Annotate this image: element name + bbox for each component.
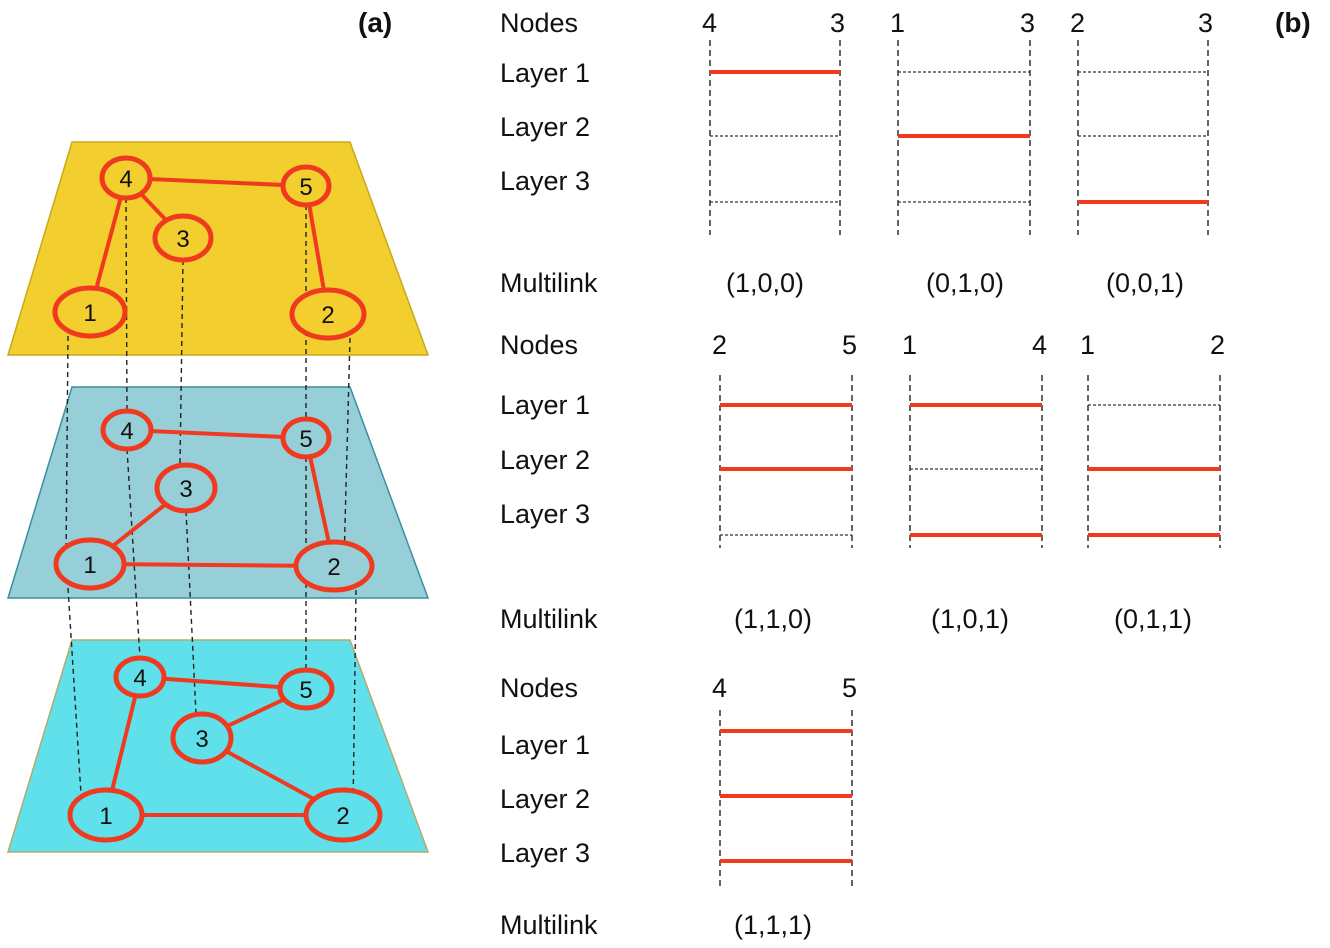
layer-row-label-3: Layer 3 [500,838,590,868]
multilink-row-label: Multilink [500,604,598,634]
layer-row-label-1: Layer 1 [500,730,590,760]
multilink-row-label: Multilink [500,268,598,298]
node-1-layer3 [67,787,145,843]
pair-node-left: 4 [702,8,717,38]
pair-node-right: 3 [1198,8,1213,38]
edge-layer1-4-5 [125,176,307,188]
node-3-layer2 [154,462,218,514]
node-label-4-layer3: 4 [133,665,146,692]
pair-node-right: 5 [842,330,857,360]
node-label-3-layer2: 3 [179,476,192,503]
node-1-layer2 [53,537,127,591]
multilink-vector: (1,1,0) [734,604,812,634]
node-4-layer2 [100,408,154,452]
node-3-layer3 [170,711,234,765]
pair-node-left: 4 [712,673,727,703]
pair-node-left: 1 [890,8,905,38]
interlayer-link-node-1 [65,335,69,561]
layer-row-label-3: Layer 3 [500,166,590,196]
pair-node-right: 5 [842,673,857,703]
node-label-4-layer2: 4 [120,418,133,445]
node-5-layer3 [277,667,335,711]
interlayer-link-node-1 [67,587,83,811]
multilink-row-label: Multilink [500,910,598,940]
node-label-5-layer1: 5 [299,174,312,201]
node-3-layer1 [152,213,214,263]
multilink-vector: (1,0,0) [726,268,804,298]
multilink-pair-4-3: 4 3 (1,0,0) [702,8,845,298]
interlayer-link-node-3 [185,510,197,715]
pair-node-right: 2 [1210,330,1225,360]
node-4-layer3 [113,655,167,699]
node-label-5-layer3: 5 [299,677,312,704]
nodes-row-label: Nodes [500,8,578,38]
node-label-1-layer1: 1 [83,300,96,327]
node-label-3-layer3: 3 [195,726,208,753]
node-4-layer1 [99,155,153,201]
multilink-vector: (0,0,1) [1106,268,1184,298]
multilink-vector: (1,1,1) [734,910,812,940]
pair-node-right: 3 [1020,8,1035,38]
panel-b-multilinks: (b) Nodes Layer 1 Layer 2 Layer 3 Multilink 4… [500,7,1311,940]
pair-node-right: 4 [1032,330,1047,360]
interlayer-link-node-3 [179,259,184,466]
node-1-layer1 [52,285,128,339]
multilink-vector: (0,1,1) [1114,604,1192,634]
layer-row-label-1: Layer 1 [500,390,590,420]
interlayer-link-node-4 [126,448,141,659]
edge-layer2-1-2 [89,562,335,568]
multilink-pair-2-3: 2 3 (0,0,1) [1070,8,1213,298]
interlayer-link-node-2 [352,589,357,811]
node-5-layer1 [280,164,332,208]
node-2-layer3 [303,787,383,843]
panel-b-label: (b) [1275,7,1311,38]
layer-row-label-2: Layer 2 [500,445,590,475]
panel-a-label: (a) [358,7,392,38]
network-nodes: 1 2 3 4 5 1 2 3 4 5 1 2 3 4 5 [52,155,383,843]
interlayer-link-node-2 [343,337,351,563]
multilink-pair-1-3: 1 3 (0,1,0) [890,8,1035,298]
node-label-4-layer1: 4 [119,166,132,193]
multilink-vector: (1,0,1) [931,604,1009,634]
node-5-layer2 [280,416,332,460]
pair-node-left: 1 [902,330,917,360]
node-label-2-layer3: 2 [336,803,349,830]
node-label-3-layer1: 3 [176,226,189,253]
nodes-row-label: Nodes [500,673,578,703]
node-label-2-layer2: 2 [327,554,340,581]
multilink-vector: (0,1,0) [926,268,1004,298]
multilink-pair-1-2: 1 2 (0,1,1) [1080,330,1225,634]
pair-node-left: 2 [1070,8,1085,38]
multilink-pair-1-4: 1 4 (1,0,1) [902,330,1047,634]
layer-row-label-3: Layer 3 [500,499,590,529]
layer-row-label-2: Layer 2 [500,112,590,142]
pair-node-left: 2 [712,330,727,360]
pair-node-left: 1 [1080,330,1095,360]
pair-node-right: 3 [830,8,845,38]
multilink-pair-2-5: 2 5 (1,1,0) [712,330,857,634]
node-label-2-layer1: 2 [321,302,334,329]
panel-a-multiplex-layers: (a) 1 2 3 4 5 1 2 3 4 5 1 2 3 4 5 [6,7,430,853]
layer-row-label-1: Layer 1 [500,58,590,88]
edge-layer2-4-5 [126,428,307,440]
multilink-pair-4-5: 4 5 (1,1,1) [712,673,857,940]
node-label-1-layer2: 1 [83,552,96,579]
layer-row-label-2: Layer 2 [500,784,590,814]
node-label-1-layer3: 1 [99,803,112,830]
node-2-layer1 [289,287,367,341]
interlayer-links [65,197,357,811]
node-label-5-layer2: 5 [299,426,312,453]
nodes-row-label: Nodes [500,330,578,360]
node-2-layer2 [293,539,375,593]
multilink-tables: Nodes Layer 1 Layer 2 Layer 3 Multilink 4 3 (1,… [500,8,1225,940]
